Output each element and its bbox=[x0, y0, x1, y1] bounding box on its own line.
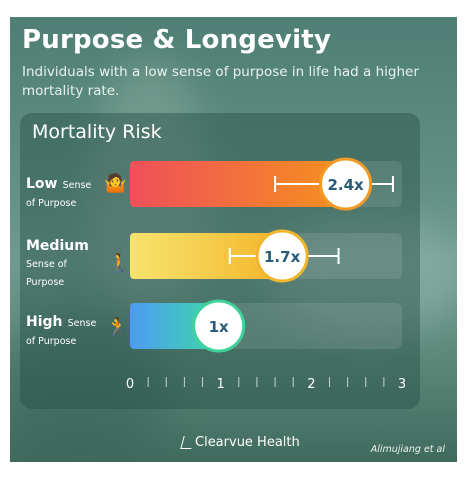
category-medium-sub-a: Sense of bbox=[26, 259, 67, 270]
brand-logo: Clearvue Health bbox=[180, 435, 300, 450]
x-tick-label-3: 3 bbox=[398, 377, 406, 392]
value-badge-low bbox=[319, 157, 373, 211]
category-low-sub-a: Sense bbox=[62, 180, 92, 191]
bar-medium bbox=[130, 233, 285, 279]
x-tick-label-1: 1 bbox=[217, 377, 225, 392]
category-low-sub-b: of Purpose bbox=[26, 198, 77, 209]
brand-mark-icon bbox=[180, 436, 195, 449]
category-medium-name: Medium bbox=[26, 238, 89, 254]
chart-panel: Mortality Risk Low Sense of Purpose 🤷 Me… bbox=[20, 113, 420, 409]
category-low-name: Low bbox=[26, 176, 58, 192]
category-medium-sub-b: Purpose bbox=[26, 277, 65, 288]
value-badge-medium bbox=[255, 229, 309, 283]
category-label-high: High Sense of Purpose bbox=[26, 313, 96, 349]
page-title: Purpose & Longevity bbox=[22, 25, 331, 55]
value-badge-high bbox=[192, 299, 246, 353]
page-subtitle: Individuals with a low sense of purpose … bbox=[22, 64, 419, 99]
x-tick-label-0: 0 bbox=[126, 377, 134, 392]
data-label-high: 1x bbox=[209, 318, 229, 336]
person-shrugging-icon: 🤷 bbox=[104, 173, 127, 194]
person-walking-icon: 🚶 bbox=[108, 253, 131, 274]
category-high-name: High bbox=[26, 314, 63, 330]
data-label-low: 2.4x bbox=[327, 176, 364, 194]
category-label-medium: Medium Sense of Purpose bbox=[26, 237, 89, 290]
mortality-chart: 2.4x 1.7x 1x 0 1 2 3 bbox=[126, 157, 406, 392]
source-credit: Alimujiang et al bbox=[370, 444, 445, 455]
category-label-low: Low Sense of Purpose bbox=[26, 175, 91, 211]
person-running-icon: 🏃 bbox=[106, 317, 129, 338]
data-label-medium: 1.7x bbox=[264, 248, 301, 266]
category-high-sub-b: of Purpose bbox=[26, 336, 77, 347]
brand-name: Clearvue Health bbox=[195, 435, 300, 450]
chart-title: Mortality Risk bbox=[32, 121, 162, 143]
infographic-card: Purpose & Longevity Individuals with a l… bbox=[10, 17, 457, 462]
background-lake bbox=[270, 217, 457, 337]
bar-low bbox=[130, 161, 348, 207]
x-tick-label-2: 2 bbox=[307, 377, 315, 392]
category-high-sub-a: Sense bbox=[67, 318, 97, 329]
